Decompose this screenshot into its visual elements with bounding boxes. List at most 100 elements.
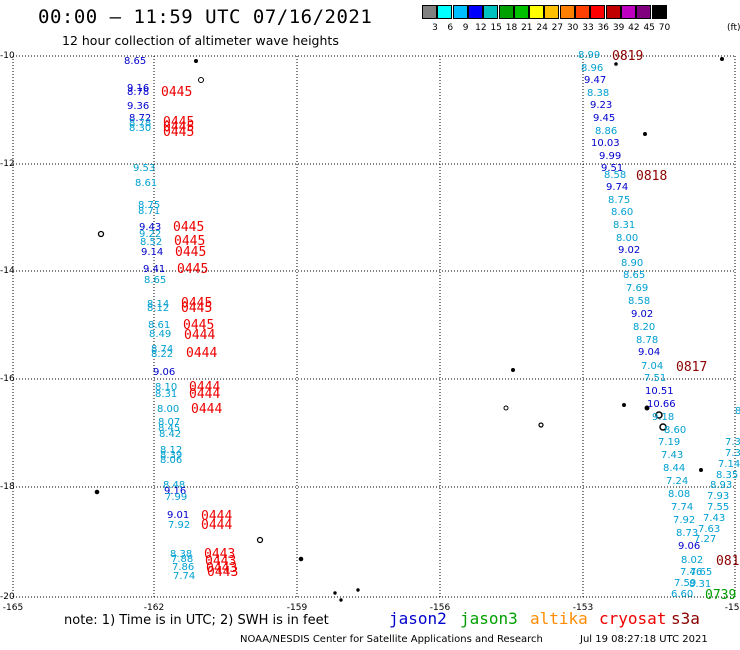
pass-time-label: 0444 [201, 509, 233, 524]
pass-time-label: 0444 [184, 328, 216, 343]
wave-height-value: 7.51 [644, 373, 667, 384]
lat-tick-label: -16 [0, 374, 15, 384]
wave-height-value: 7.3 [725, 448, 740, 459]
wave-height-value: 8.14 [147, 299, 170, 310]
wave-height-value: 8.78 [129, 118, 152, 129]
wave-height-value: 9.51 [601, 163, 624, 174]
lat-tick-label: -12 [0, 159, 15, 169]
colorbar-swatch [529, 5, 545, 19]
wave-height-value: 8.30 [129, 123, 152, 134]
wave-height-value: 8.58 [628, 296, 651, 307]
wave-height-value: 8.10 [155, 382, 178, 393]
wave-height-value: 7.65 [690, 567, 713, 578]
legend-s3a: s3a [671, 609, 700, 628]
lat-tick-label: -10 [0, 51, 15, 61]
wave-height-value: 8.48 [163, 480, 186, 491]
colorbar-swatch [422, 5, 437, 19]
wave-height-value: 7.3 [725, 437, 740, 448]
wave-height-value: 8.73 [676, 528, 699, 539]
wave-height-value: 8.20 [633, 322, 656, 333]
wave-height-value: 9.01 [167, 510, 190, 521]
colorbar-swatch [559, 5, 575, 19]
island [503, 405, 509, 411]
pass-time-label: 0739 [705, 588, 737, 603]
colorbar-label: 21 [521, 23, 533, 33]
wave-height-value: 7.93 [707, 491, 730, 502]
chart-title: 00:00 – 11:59 UTC 07/16/2021 [38, 6, 373, 28]
pass-time-label: 0445 [177, 262, 209, 277]
wave-height-value: 9.16 [164, 486, 187, 497]
pass-time-label: 0444 [189, 380, 221, 395]
wave-height-value: 7.59 [674, 578, 697, 589]
wave-height-value: 8.22 [151, 349, 174, 360]
lat-lon-grid [12, 55, 736, 598]
legend-jason3: jason3 [460, 609, 518, 628]
pass-time-label: 0443 [207, 565, 239, 580]
wave-height-value: 7.74 [173, 571, 196, 582]
lat-tick-label: -18 [0, 482, 15, 492]
pass-time-label: 0445 [181, 296, 213, 311]
pass-time-label: 0444 [189, 387, 221, 402]
wave-height-value: 9.02 [618, 245, 641, 256]
lon-tick-label: -156 [429, 603, 451, 613]
wave-height-value: 9.45 [593, 113, 616, 124]
wave-height-value: 7.46 [680, 567, 703, 578]
wave-height-value: 9.41 [143, 264, 166, 275]
colorbar-label: 39 [612, 23, 625, 33]
wave-height-value: 9.36 [127, 101, 150, 112]
pass-time-label: 0445 [163, 125, 195, 140]
island [256, 536, 264, 544]
wave-height-value: 9.23 [590, 100, 613, 111]
wave-height-value: 8.72 [129, 113, 152, 124]
wave-height-value: 9.99 [599, 151, 622, 162]
legend-cryosat: cryosat [599, 609, 667, 628]
island [94, 489, 100, 495]
lon-tick-label: -165 [2, 603, 24, 613]
pass-time-label: 0818 [636, 169, 668, 184]
wave-height-value: 9.16 [127, 83, 150, 94]
wave-height-value: 9.04 [638, 347, 661, 358]
timestamp: Jul 19 08:27:18 UTC 2021 [580, 634, 708, 645]
wave-height-value: 7.43 [661, 450, 684, 461]
wave-height-value: 7.27 [694, 534, 717, 545]
chart-subtitle: 12 hour collection of altimeter wave hei… [62, 33, 339, 48]
pass-time-label: 0817 [676, 360, 708, 375]
island [97, 230, 105, 238]
island [298, 556, 304, 562]
pass-time-label: 0443 [204, 547, 236, 562]
wave-height-value: 8.08 [668, 489, 691, 500]
wave-height-value: 8.78 [636, 335, 659, 346]
wave-height-value: 8.61 [148, 320, 171, 331]
colorbar-swatch [467, 5, 483, 19]
pass-time-label: 0443 [206, 561, 238, 576]
colorbar-swatch [498, 5, 514, 19]
wave-height-value: 8.74 [151, 344, 174, 355]
pass-time-label: 0445 [175, 245, 207, 260]
wave-height-value: 8.93 [710, 480, 733, 491]
pass-time-label: 0445 [173, 220, 205, 235]
colorbar-swatch [651, 5, 667, 19]
wave-height-value: 8.99 [578, 50, 601, 61]
lon-tick-label: -159 [286, 603, 308, 613]
wave-height-value: 9.43 [139, 222, 162, 233]
wave-height-value: 9.06 [153, 367, 176, 378]
pass-time-label: 0445 [181, 301, 213, 316]
wave-height-value: 10.66 [647, 399, 676, 410]
pass-time-label: 0819 [612, 49, 644, 64]
wave-height-value: 10.03 [591, 138, 620, 149]
wave-height-value: 8.45 [158, 423, 181, 434]
wave-height-value: 8.75 [608, 195, 631, 206]
wave-height-value: 8.65 [124, 56, 147, 67]
wave-height-value: 9.06 [678, 541, 701, 552]
island [614, 62, 618, 66]
island [339, 598, 343, 602]
colorbar-swatch [452, 5, 468, 19]
colorbar-swatch [483, 5, 499, 19]
pass-time-label: 0445 [161, 85, 193, 100]
island [720, 57, 724, 61]
island [699, 468, 703, 472]
colorbar-swatch [590, 5, 606, 19]
island [198, 77, 204, 83]
island [643, 132, 647, 136]
